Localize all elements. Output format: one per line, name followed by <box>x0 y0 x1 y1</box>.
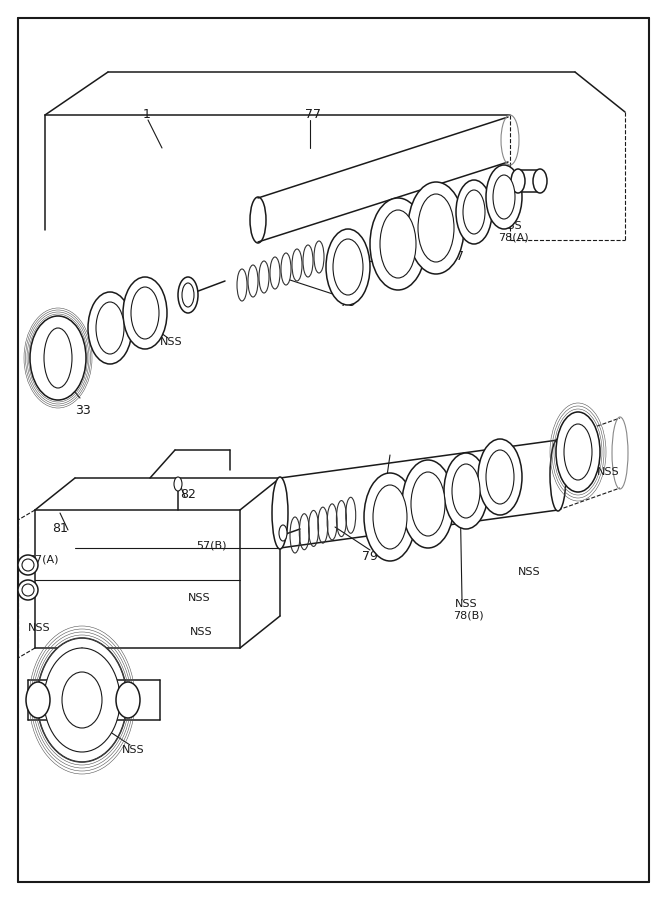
Ellipse shape <box>533 169 547 193</box>
Ellipse shape <box>131 287 159 339</box>
Text: NSS: NSS <box>190 627 213 637</box>
Ellipse shape <box>22 584 34 596</box>
Text: NSS: NSS <box>122 745 145 755</box>
Ellipse shape <box>364 473 416 561</box>
Text: NSS: NSS <box>370 535 393 545</box>
Text: 77: 77 <box>305 109 321 122</box>
Text: 1: 1 <box>143 109 151 122</box>
Text: 78(B): 78(B) <box>453 610 484 620</box>
Ellipse shape <box>456 180 492 244</box>
Text: NSS: NSS <box>518 567 541 577</box>
Text: 79: 79 <box>362 551 378 563</box>
Ellipse shape <box>279 525 287 541</box>
Ellipse shape <box>44 328 72 388</box>
Ellipse shape <box>486 450 514 504</box>
Ellipse shape <box>182 283 194 307</box>
Text: NSS: NSS <box>597 467 620 477</box>
Ellipse shape <box>380 210 416 278</box>
Ellipse shape <box>326 229 370 305</box>
Ellipse shape <box>564 424 592 480</box>
Ellipse shape <box>463 190 485 234</box>
Ellipse shape <box>62 672 102 728</box>
Ellipse shape <box>486 165 522 229</box>
Ellipse shape <box>189 284 197 300</box>
Ellipse shape <box>44 648 120 752</box>
Ellipse shape <box>452 464 480 518</box>
Text: 79: 79 <box>340 295 356 309</box>
Text: 33: 33 <box>75 403 91 417</box>
Ellipse shape <box>30 316 86 400</box>
Ellipse shape <box>123 277 167 349</box>
Text: 82: 82 <box>180 488 196 500</box>
Ellipse shape <box>478 439 522 515</box>
Text: NSS: NSS <box>160 337 183 347</box>
Text: 57(A): 57(A) <box>28 555 59 565</box>
Ellipse shape <box>18 580 38 600</box>
Text: 76: 76 <box>378 488 394 500</box>
Ellipse shape <box>18 555 38 575</box>
Text: NSS: NSS <box>500 221 523 231</box>
Ellipse shape <box>550 439 566 511</box>
Ellipse shape <box>373 485 407 549</box>
Ellipse shape <box>418 194 454 262</box>
Text: 87: 87 <box>448 249 464 263</box>
Text: NSS: NSS <box>188 593 211 603</box>
Ellipse shape <box>37 638 127 762</box>
Ellipse shape <box>272 477 288 549</box>
Text: NSS: NSS <box>393 267 416 277</box>
Ellipse shape <box>178 277 198 313</box>
Ellipse shape <box>493 175 515 219</box>
Ellipse shape <box>96 302 124 354</box>
Ellipse shape <box>556 412 600 492</box>
Ellipse shape <box>402 460 454 548</box>
Ellipse shape <box>370 198 426 290</box>
Ellipse shape <box>88 292 132 364</box>
Ellipse shape <box>511 169 525 193</box>
Ellipse shape <box>411 472 445 536</box>
Text: 78(A): 78(A) <box>498 232 529 242</box>
Text: 80: 80 <box>565 428 581 442</box>
Text: NSS: NSS <box>455 599 478 609</box>
Ellipse shape <box>22 559 34 571</box>
Ellipse shape <box>174 477 182 491</box>
Ellipse shape <box>408 182 464 274</box>
Text: 81: 81 <box>52 521 68 535</box>
Text: NSS: NSS <box>28 623 51 633</box>
Text: 57(B): 57(B) <box>196 541 227 551</box>
Ellipse shape <box>333 239 363 295</box>
Ellipse shape <box>116 682 140 718</box>
Ellipse shape <box>444 453 488 529</box>
Ellipse shape <box>26 682 50 718</box>
